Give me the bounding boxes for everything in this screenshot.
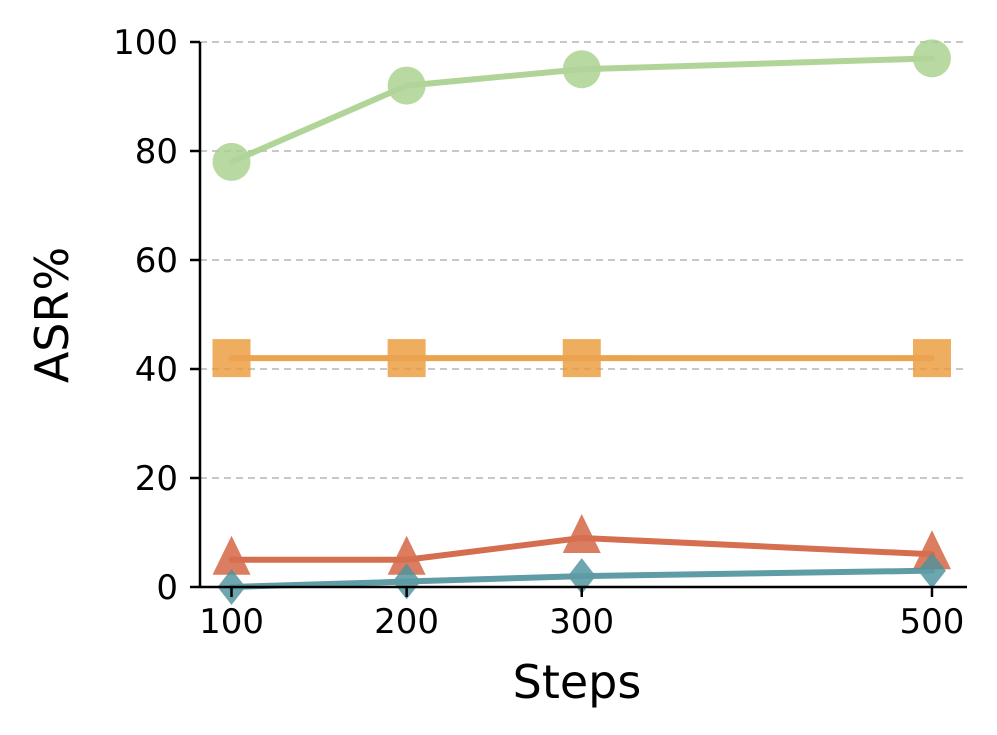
series-line <box>228 534 935 563</box>
x-tick-label: 500 <box>900 602 965 642</box>
data-point-diamond <box>567 558 596 595</box>
x-tick-label: 200 <box>374 602 439 642</box>
data-point-square <box>912 339 951 378</box>
data-point-triangle <box>212 535 251 575</box>
data-point-diamond <box>392 563 421 600</box>
series-layer <box>212 39 951 605</box>
y-tick-label: 20 <box>135 459 178 499</box>
series-square <box>212 339 951 378</box>
data-point-circle <box>212 142 251 181</box>
grid-lines <box>200 41 967 479</box>
series-circle <box>212 39 951 181</box>
data-point-circle <box>912 39 951 78</box>
y-axis-label: ASR% <box>25 247 79 383</box>
series-line <box>228 567 935 590</box>
data-point-diamond <box>917 552 946 589</box>
series-diamond <box>217 552 946 605</box>
y-tick-label: 0 <box>156 568 178 608</box>
y-tick-label: 60 <box>135 241 178 281</box>
y-tick-label: 80 <box>135 132 178 172</box>
data-point-triangle <box>562 513 601 553</box>
data-point-square <box>212 339 251 378</box>
x-tick-label: 300 <box>549 602 614 642</box>
x-tick-label: 100 <box>199 602 264 642</box>
data-point-square <box>562 339 601 378</box>
data-point-square <box>387 339 426 378</box>
data-point-triangle <box>912 530 951 570</box>
y-tick-label: 100 <box>113 23 178 63</box>
data-point-triangle <box>387 535 426 575</box>
x-axis-label: Steps <box>513 655 642 709</box>
data-point-circle <box>387 66 426 105</box>
axes: 0 20 40 60 80 100 100 200 300 500 <box>113 23 967 642</box>
series-triangle <box>212 513 951 575</box>
data-point-circle <box>562 50 601 89</box>
series-line <box>228 55 935 165</box>
y-tick-label: 40 <box>135 350 178 390</box>
